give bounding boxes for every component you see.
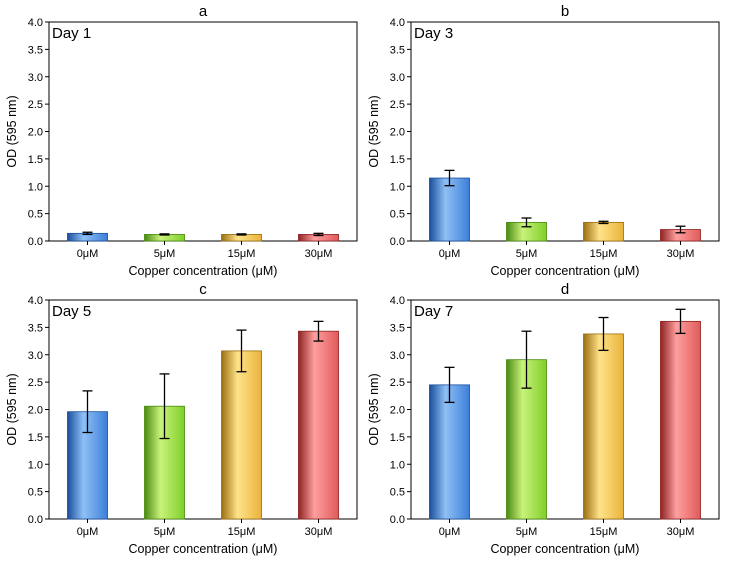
y-tick-label: 2.0: [390, 127, 405, 139]
y-tick-label: 2.0: [28, 405, 43, 417]
x-tick-label: 30μM: [667, 526, 695, 538]
panel-b: 0.0 0.5 1.0 1.5 2.0 2.5 3.0 3.5 4.0 0μM 5μM 15μM 30μ…: [367, 3, 720, 278]
y-tick-label: 1.0: [28, 181, 43, 193]
x-axis-title: Copper concentration (μM): [491, 542, 640, 556]
y-tick-label: 0.5: [390, 209, 405, 221]
y-axis-title: OD (595 nm): [367, 373, 381, 445]
y-tick-label: 0.5: [28, 487, 43, 499]
y-tick-label: 1.5: [390, 432, 405, 444]
y-tick-label: 4.0: [390, 295, 405, 307]
y-tick-label: 2.0: [390, 405, 405, 417]
panel-a: 0.0 0.5 1.0 1.5 2.0 2.5 3.0 3.5 4.0 0μM 5μM 15μM 30μ…: [5, 3, 358, 278]
x-axis-title: Copper concentration (μM): [491, 264, 640, 278]
y-tick-label: 0.0: [390, 236, 405, 248]
y-tick-label: 2.5: [390, 377, 405, 389]
x-tick-label: 0μM: [439, 248, 461, 260]
bar-15μM: [583, 221, 624, 242]
y-tick-label: 3.0: [28, 350, 43, 362]
plot-frame: [48, 21, 358, 242]
panel-c: 0.0 0.5 1.0 1.5 2.0 2.5 3.0 3.5 4.0 0μM 5μM 15μM 30μ…: [5, 281, 358, 556]
x-tick-label: 0μM: [439, 526, 461, 538]
x-tick-label: 5μM: [516, 248, 538, 260]
y-tick-label: 3.0: [390, 350, 405, 362]
x-tick-label: 30μM: [305, 248, 333, 260]
y-tick-label: 1.5: [28, 154, 43, 166]
x-tick-label: 5μM: [516, 526, 538, 538]
panel-letter: c: [199, 281, 207, 298]
y-tick-label: 3.0: [390, 72, 405, 84]
y-tick-label: 2.5: [28, 377, 43, 389]
y-tick-label: 3.5: [28, 322, 43, 334]
day-label: Day 3: [414, 25, 453, 42]
x-tick-label: 5μM: [154, 248, 176, 260]
day-label: Day 5: [52, 303, 91, 320]
panel-letter: a: [199, 3, 208, 20]
bar-0μM: [429, 384, 470, 520]
y-tick-label: 0.0: [28, 236, 43, 248]
y-tick-label: 3.5: [390, 322, 405, 334]
bar-15μM: [221, 350, 262, 520]
x-axis-title: Copper concentration (μM): [129, 264, 278, 278]
x-tick-label: 15μM: [590, 526, 618, 538]
panel-letter: b: [561, 3, 569, 20]
y-axis-title: OD (595 nm): [5, 373, 19, 445]
day-label: Day 7: [414, 303, 453, 320]
y-tick-label: 3.5: [390, 44, 405, 56]
x-tick-label: 15μM: [228, 248, 256, 260]
y-tick-label: 1.0: [390, 181, 405, 193]
x-tick-label: 0μM: [77, 248, 99, 260]
y-tick-label: 1.0: [390, 459, 405, 471]
x-tick-label: 15μM: [228, 526, 256, 538]
y-tick-label: 2.5: [28, 99, 43, 111]
panel-letter: d: [561, 281, 569, 298]
y-tick-label: 0.5: [28, 209, 43, 221]
y-tick-label: 4.0: [28, 295, 43, 307]
y-tick-label: 1.5: [28, 432, 43, 444]
x-axis-title: Copper concentration (μM): [129, 542, 278, 556]
bar-15μM: [583, 333, 624, 520]
bar-0μM: [429, 177, 470, 242]
y-tick-label: 0.0: [28, 514, 43, 526]
y-tick-label: 4.0: [390, 17, 405, 29]
y-tick-label: 1.5: [390, 154, 405, 166]
panel-d: 0.0 0.5 1.0 1.5 2.0 2.5 3.0 3.5 4.0 0μM 5μM 15μM 30μ…: [367, 281, 720, 556]
y-tick-label: 0.0: [390, 514, 405, 526]
bar-30μM: [298, 330, 339, 520]
y-tick-label: 3.5: [28, 44, 43, 56]
x-tick-label: 0μM: [77, 526, 99, 538]
y-axis-title: OD (595 nm): [367, 95, 381, 167]
y-tick-label: 3.0: [28, 72, 43, 84]
day-label: Day 1: [52, 25, 91, 42]
x-tick-label: 15μM: [590, 248, 618, 260]
bar-30μM: [660, 320, 701, 520]
y-tick-label: 0.5: [390, 487, 405, 499]
x-tick-label: 30μM: [305, 526, 333, 538]
y-axis-title: OD (595 nm): [5, 95, 19, 167]
x-tick-label: 30μM: [667, 248, 695, 260]
y-tick-label: 2.5: [390, 99, 405, 111]
y-tick-label: 4.0: [28, 17, 43, 29]
y-tick-label: 2.0: [28, 127, 43, 139]
y-tick-label: 1.0: [28, 459, 43, 471]
x-tick-label: 5μM: [154, 526, 176, 538]
